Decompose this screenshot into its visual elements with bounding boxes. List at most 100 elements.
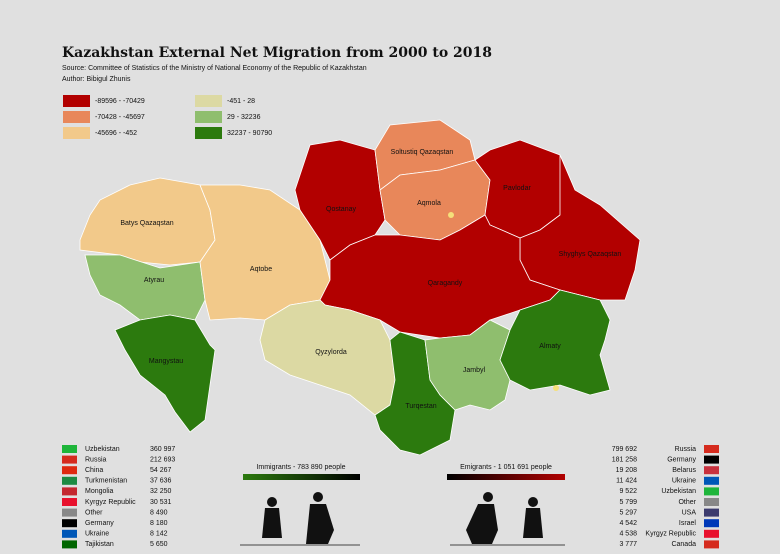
region-label: Jambyl <box>463 367 486 374</box>
region-label: Aqtobe <box>250 266 272 273</box>
author: Author: Bibigul Zhunis <box>62 76 131 83</box>
country: Uzbekistan <box>85 446 120 453</box>
value: 360 997 <box>150 446 175 453</box>
flag <box>62 445 77 453</box>
country: Tajikistan <box>85 541 114 548</box>
value: 9 522 <box>619 488 637 495</box>
title: Kazakhstan External Net Migration from 2… <box>62 45 492 61</box>
flag <box>62 466 77 475</box>
country: Kyrgyz Republic <box>85 499 136 506</box>
country: Germany <box>85 520 114 527</box>
value: 32 250 <box>150 488 172 495</box>
flag <box>62 498 77 506</box>
city <box>448 212 454 218</box>
value: 8 142 <box>150 531 168 538</box>
silhouettes <box>262 492 543 544</box>
immigrants-bar <box>243 474 360 480</box>
legend-label: -45696 - -452 <box>95 130 137 137</box>
emigrants-label: Emigrants - 1 051 691 people <box>460 464 552 471</box>
legend-label: -89596 - -70429 <box>95 98 145 105</box>
country: Kyrgyz Republic <box>645 531 696 538</box>
value: 19 208 <box>616 467 638 474</box>
immigrants-label: Immigrants - 783 890 people <box>256 464 345 471</box>
region-label: Soltustiq Qazaqstan <box>391 149 454 156</box>
country: Other <box>678 499 696 506</box>
flag <box>704 540 719 549</box>
value: 54 267 <box>150 467 172 474</box>
legend-swatch <box>63 111 90 123</box>
flag <box>62 487 77 496</box>
legend-swatch <box>195 95 222 107</box>
country: USA <box>682 509 697 516</box>
value: 181 258 <box>612 456 637 463</box>
region <box>499 289 611 396</box>
legend-label: 29 - 32236 <box>227 114 261 121</box>
flag <box>62 476 77 485</box>
value: 30 531 <box>150 499 172 506</box>
emigrants-bar <box>447 474 565 480</box>
flag <box>704 519 719 528</box>
flag <box>62 455 77 464</box>
country: Germany <box>667 456 696 463</box>
value: 212 693 <box>150 456 175 463</box>
region-label: Qyzylorda <box>315 349 347 356</box>
region-label: Batys Qazaqstan <box>120 220 173 227</box>
flag <box>704 487 719 496</box>
country: Other <box>85 509 103 516</box>
flag <box>704 508 719 517</box>
country: Uzbekistan <box>661 488 696 495</box>
value: 5 650 <box>150 541 168 548</box>
flag <box>704 498 719 506</box>
country: Mongolia <box>85 488 114 495</box>
value: 4 538 <box>619 531 637 538</box>
region-label: Mangystau <box>149 358 183 365</box>
region <box>424 319 511 411</box>
flag <box>704 466 719 475</box>
region <box>114 314 216 433</box>
legend-swatch <box>63 127 90 139</box>
source: Source: Committee of Statistics of the M… <box>62 65 367 72</box>
value: 3 777 <box>619 541 637 548</box>
country: Turkmenistan <box>85 478 127 485</box>
value: 8 180 <box>150 520 168 527</box>
legend-label: -451 - 28 <box>227 98 255 105</box>
region-label: Qostanay <box>326 206 356 213</box>
value: 5 297 <box>619 509 637 516</box>
value: 37 636 <box>150 478 172 485</box>
value: 799 692 <box>612 446 637 453</box>
country: Israel <box>679 520 697 527</box>
region-label: Aqmola <box>417 200 441 207</box>
value: 5 799 <box>619 499 637 506</box>
region-label: Atyrau <box>144 277 164 284</box>
region-label: Pavlodar <box>503 185 531 192</box>
flag <box>704 455 719 464</box>
country: China <box>85 467 103 474</box>
country: Russia <box>675 446 697 453</box>
flag <box>704 529 719 538</box>
country: Ukraine <box>672 478 696 485</box>
country: Canada <box>671 541 696 548</box>
flag <box>704 445 719 453</box>
region-label: Qaragandy <box>428 280 463 287</box>
value: 8 490 <box>150 509 168 516</box>
region-label: Shyghys Qazaqstan <box>559 251 622 258</box>
country: Ukraine <box>85 531 109 538</box>
country: Belarus <box>672 467 696 474</box>
legend-swatch <box>63 95 90 107</box>
legend-swatch <box>195 127 222 139</box>
flag <box>62 519 77 528</box>
city <box>553 385 559 391</box>
legend-label: -70428 - -45697 <box>95 114 145 121</box>
value: 11 424 <box>616 478 637 485</box>
value: 4 542 <box>619 520 637 527</box>
flag <box>62 508 77 517</box>
legend-swatch <box>195 111 222 123</box>
region-label: Turqestan <box>405 403 436 410</box>
flag <box>62 529 77 538</box>
country: Russia <box>85 456 107 463</box>
legend-label: 32237 - 90790 <box>227 130 272 137</box>
flag <box>704 476 719 485</box>
flag <box>62 540 77 549</box>
region-label: Almaty <box>539 343 561 350</box>
